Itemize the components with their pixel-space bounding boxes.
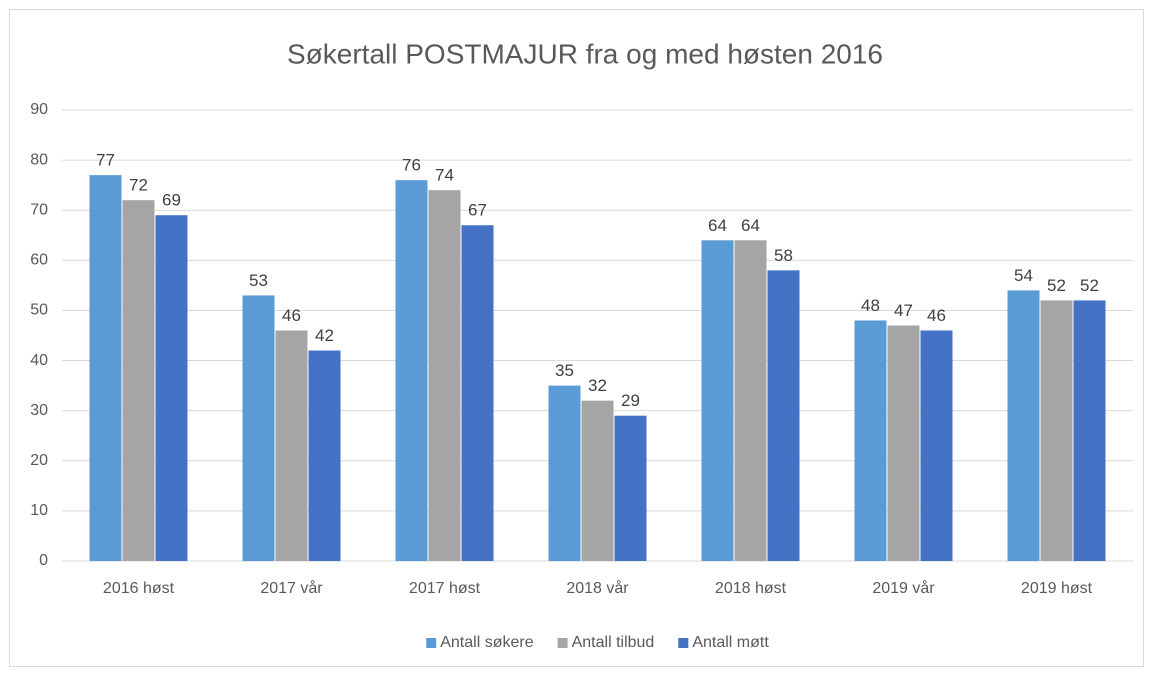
- x-tick-label: 2016 høst: [103, 580, 175, 597]
- data-label: 53: [249, 271, 268, 290]
- data-label: 48: [861, 296, 880, 315]
- x-tick-label: 2017 vår: [260, 579, 323, 597]
- bar: [854, 320, 887, 561]
- bar: [767, 270, 800, 561]
- bar: [734, 240, 767, 562]
- y-tick-label: 60: [30, 252, 48, 269]
- legend-swatch: [678, 638, 689, 648]
- y-tick-label: 90: [30, 101, 48, 118]
- bar: [887, 325, 920, 561]
- data-label: 67: [468, 201, 487, 220]
- data-label: 46: [927, 306, 946, 325]
- data-label: 52: [1047, 276, 1066, 295]
- bar: [581, 400, 614, 561]
- x-tick-label: 2019 høst: [1021, 580, 1093, 597]
- x-tick-label: 2017 høst: [409, 580, 481, 597]
- y-tick-label: 30: [30, 402, 48, 419]
- legend-swatch: [426, 638, 437, 648]
- data-label: 32: [588, 376, 607, 395]
- y-tick-label: 0: [39, 552, 48, 569]
- data-label: 47: [894, 301, 913, 320]
- bar: [548, 385, 581, 561]
- bar: [242, 295, 275, 561]
- bar: [89, 175, 122, 561]
- bar: [308, 350, 341, 561]
- data-label: 46: [282, 306, 301, 325]
- y-tick-label: 80: [30, 151, 48, 168]
- bar: [1073, 300, 1106, 561]
- data-label: 64: [741, 216, 760, 235]
- y-tick-label: 20: [30, 452, 48, 469]
- x-tick-label: 2019 vår: [872, 579, 935, 597]
- bar: [395, 180, 428, 561]
- bar: [461, 225, 494, 561]
- bar: [428, 190, 461, 561]
- bar: [1007, 290, 1040, 561]
- data-label: 74: [435, 166, 454, 185]
- chart-title: Søkertall POSTMAJUR fra og med høsten 20…: [287, 38, 883, 69]
- y-tick-label: 10: [30, 502, 48, 519]
- legend-label: Antall møtt: [692, 634, 769, 651]
- bar: [1040, 300, 1073, 561]
- bar: [155, 215, 188, 561]
- data-label: 29: [621, 391, 640, 410]
- x-tick-label: 2018 vår: [566, 579, 629, 597]
- data-label: 64: [708, 216, 727, 235]
- data-label: 42: [315, 326, 334, 345]
- data-label: 69: [162, 191, 181, 210]
- legend-label: Antall søkere: [440, 634, 533, 651]
- bar: [614, 415, 647, 561]
- data-label: 77: [96, 151, 115, 170]
- legend-swatch: [557, 638, 568, 648]
- bar: [122, 200, 155, 561]
- bar: [920, 330, 953, 561]
- bar: [275, 330, 308, 561]
- data-label: 58: [774, 246, 793, 265]
- data-label: 52: [1080, 276, 1099, 295]
- legend-label: Antall tilbud: [572, 634, 655, 651]
- y-tick-label: 70: [30, 201, 48, 218]
- data-label: 72: [129, 176, 148, 195]
- y-tick-label: 50: [30, 302, 48, 319]
- bar: [701, 240, 734, 562]
- y-tick-label: 40: [30, 352, 48, 369]
- x-tick-label: 2018 høst: [715, 580, 787, 597]
- data-label: 35: [555, 361, 574, 380]
- data-label: 76: [402, 156, 421, 175]
- data-label: 54: [1014, 266, 1033, 285]
